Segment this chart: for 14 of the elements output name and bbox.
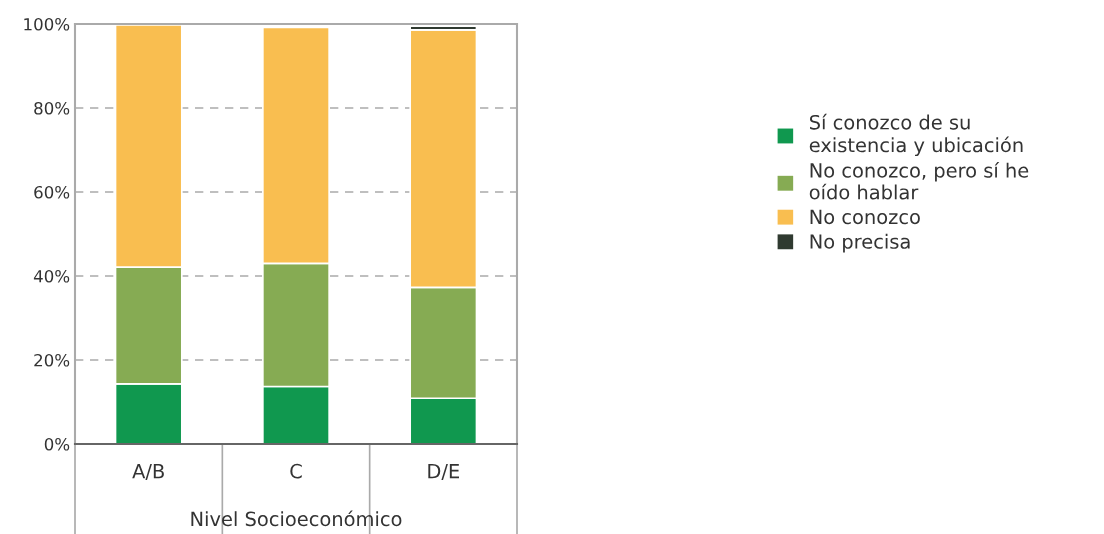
y-tick-label: 40%	[33, 269, 70, 283]
y-tick-label: 60%	[34, 185, 70, 199]
legend-label: No precisa	[810, 233, 910, 253]
y-tick-label: 0%	[44, 437, 70, 451]
x-tick-label: C	[290, 463, 302, 479]
y-tick-label: 80%	[34, 101, 70, 115]
y-tick-label: 20%	[34, 353, 70, 367]
x-tick-label: A/B	[132, 464, 164, 481]
y-tick-label: 100%	[24, 17, 70, 31]
x-axis-title: Nivel Socioeconómico	[191, 510, 402, 527]
x-tick-label: D/E	[428, 464, 459, 481]
legend-label: No conozco	[810, 209, 920, 225]
legend-label: No conozco, pero sí he oído hablar	[809, 161, 1029, 200]
legend-label: Sí conozco de su existencia y ubicación	[809, 113, 1023, 157]
